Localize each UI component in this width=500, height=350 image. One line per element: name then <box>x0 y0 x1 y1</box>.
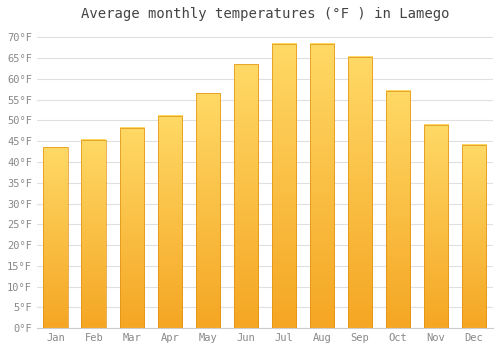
Bar <box>272 44 296 328</box>
Bar <box>386 91 410 328</box>
Bar <box>44 147 68 328</box>
Bar <box>348 57 372 328</box>
Bar <box>120 128 144 328</box>
Bar <box>82 140 106 328</box>
Bar <box>310 44 334 328</box>
Bar <box>234 64 258 328</box>
Bar <box>462 145 486 328</box>
Bar <box>196 93 220 328</box>
Bar <box>158 116 182 328</box>
Title: Average monthly temperatures (°F ) in Lamego: Average monthly temperatures (°F ) in La… <box>80 7 449 21</box>
Bar <box>424 125 448 328</box>
